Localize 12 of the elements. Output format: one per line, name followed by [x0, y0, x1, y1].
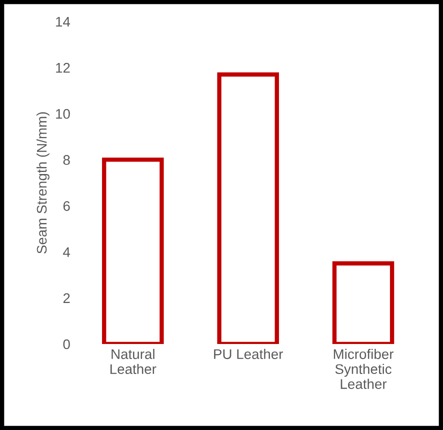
- y-tick-label: 6: [63, 201, 70, 211]
- x-tick-label: Microfiber Synthetic Leather: [334, 348, 394, 389]
- y-tick-label: 0: [63, 339, 70, 350]
- y-tick-label: 10: [56, 108, 70, 119]
- y-tick-label: 12: [56, 62, 70, 73]
- y-axis-title: Seam Strength (N/mm): [36, 112, 50, 254]
- x-tick-label: PU Leather: [214, 348, 283, 360]
- x-tick-label: Natural Leather: [110, 348, 156, 374]
- y-tick-label: 8: [63, 155, 70, 165]
- y-tick-label: 2: [63, 293, 70, 303]
- y-tick-label: 14: [56, 16, 70, 27]
- y-tick-label: 4: [63, 247, 70, 257]
